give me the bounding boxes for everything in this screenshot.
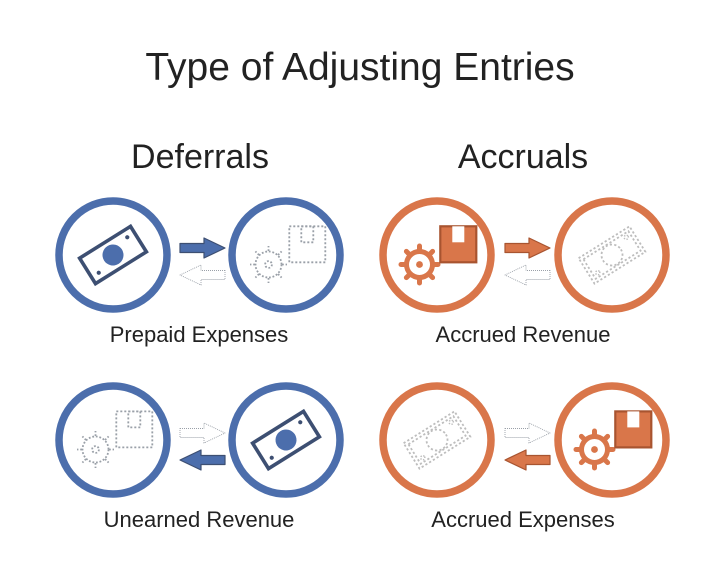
svg-text:Accrued Revenue: Accrued Revenue <box>436 322 611 347</box>
svg-text:Prepaid Expenses: Prepaid Expenses <box>110 322 289 347</box>
svg-text:Accruals: Accruals <box>458 138 588 176</box>
svg-text:Deferrals: Deferrals <box>131 138 269 176</box>
svg-text:Unearned Revenue: Unearned Revenue <box>104 507 295 532</box>
svg-text:Type of Adjusting Entries: Type of Adjusting Entries <box>145 46 574 89</box>
svg-text:Accrued Expenses: Accrued Expenses <box>431 507 614 532</box>
